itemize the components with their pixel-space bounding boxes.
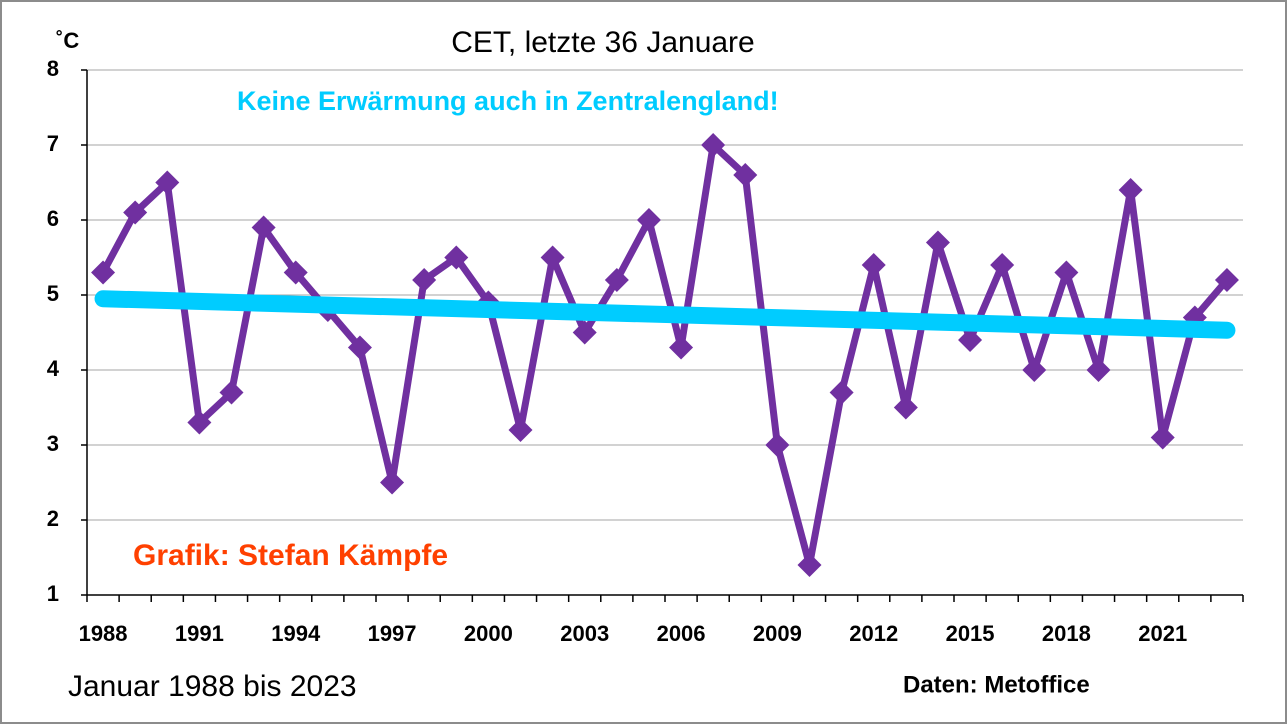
- data-point: [283, 260, 308, 285]
- data-point: [925, 230, 950, 255]
- y-tick-label: 4: [47, 356, 60, 381]
- x-tick-label: 2015: [946, 621, 995, 646]
- data-point: [91, 260, 116, 285]
- data-point: [219, 380, 244, 405]
- y-tick-label: 2: [47, 506, 59, 531]
- data-point: [990, 253, 1015, 277]
- trend-line: [94, 290, 1236, 339]
- x-tick-label: 2006: [657, 621, 706, 646]
- y-tick-label: 5: [47, 281, 59, 306]
- data-point: [861, 253, 886, 277]
- data-point: [1118, 178, 1143, 202]
- data-point: [251, 215, 276, 240]
- data-point: [508, 418, 533, 442]
- data-point: [797, 553, 822, 577]
- data-point: [701, 133, 726, 157]
- data-point: [893, 395, 918, 420]
- x-tick-label: 1988: [79, 621, 128, 646]
- x-tick-label: 1997: [368, 621, 417, 646]
- y-tick-label: 3: [47, 431, 59, 456]
- data-point: [636, 208, 661, 232]
- x-tick-label: 1991: [175, 621, 224, 646]
- x-tick-label: 2012: [849, 621, 898, 646]
- y-unit: ˚C: [56, 28, 79, 53]
- data-point: [540, 245, 565, 270]
- y-tick-label: 8: [47, 56, 59, 81]
- data-point: [604, 268, 629, 292]
- data-point: [669, 335, 694, 360]
- data-point: [187, 410, 212, 435]
- x-tick-label: 2021: [1138, 621, 1187, 646]
- y-tick-label: 1: [47, 581, 59, 606]
- y-tick-label: 6: [47, 206, 59, 231]
- data-point: [347, 335, 372, 360]
- x-tick-label: 2009: [753, 621, 802, 646]
- data-point: [380, 470, 405, 495]
- data-line: [99, 141, 1230, 569]
- data-point: [1150, 425, 1175, 450]
- y-tick-label: 7: [47, 131, 59, 156]
- data-point: [1086, 358, 1111, 382]
- data-point: [829, 380, 854, 405]
- x-tick-label: 2018: [1042, 621, 1091, 646]
- data-point: [733, 163, 758, 187]
- chart-title: CET, letzte 36 Januare: [451, 26, 755, 59]
- plot: 1 2 3 4 5 6 7 8 1988 1991 1994 1997 2000 2003 2006 2009…: [47, 56, 1244, 646]
- data-point: [412, 268, 437, 292]
- x-tick-label: 2000: [464, 621, 513, 646]
- data-point: [1022, 358, 1047, 382]
- x-tick-label: 1994: [271, 621, 321, 646]
- headline: Keine Erwärmung auch in Zentralengland!: [237, 86, 779, 116]
- data-point: [765, 433, 790, 457]
- data-point: [958, 328, 983, 352]
- data-point: [572, 320, 597, 345]
- data-point: [123, 200, 148, 225]
- data-point: [1214, 268, 1239, 292]
- data-point: [1054, 260, 1079, 285]
- credit: Grafik: Stefan Kämpfe: [133, 539, 448, 572]
- data-point: [444, 245, 469, 270]
- period: Januar 1988 bis 2023: [68, 670, 357, 703]
- source: Daten: Metoffice: [903, 671, 1090, 698]
- data-point: [155, 170, 180, 195]
- x-tick-label: 2003: [560, 621, 609, 646]
